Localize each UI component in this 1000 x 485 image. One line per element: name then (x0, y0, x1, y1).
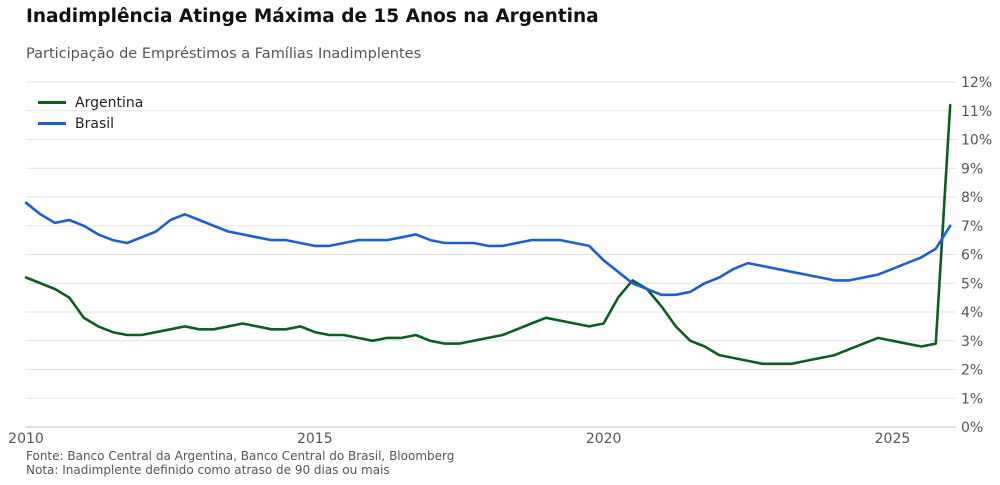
legend-label-brasil: Brasil (75, 115, 115, 132)
y-tick-label: 8% (961, 190, 983, 206)
y-tick-label: 10% (961, 133, 992, 149)
legend-item-brasil: Brasil (38, 113, 143, 134)
y-tick-label: 12% (961, 75, 992, 91)
series-lines (24, 103, 952, 366)
y-tick-label: 4% (961, 305, 983, 321)
y-tick-label: 3% (961, 334, 983, 350)
chart-subtitle: Participação de Empréstimos a Famílias I… (26, 46, 422, 62)
x-tick-label: 2010 (8, 431, 44, 447)
y-tick-label: 5% (961, 276, 983, 292)
source-note: Fonte: Banco Central da Argentina, Banco… (26, 449, 455, 463)
y-tick-label: 9% (961, 161, 983, 177)
legend-item-argentina: Argentina (38, 92, 143, 113)
x-tick-label: 2020 (586, 431, 622, 447)
legend-label-argentina: Argentina (75, 94, 144, 111)
series-line-argentina (24, 103, 952, 366)
x-tick-label: 2025 (875, 431, 911, 447)
y-tick-label: 11% (961, 104, 992, 120)
footer-notes: Fonte: Banco Central da Argentina, Banco… (26, 449, 454, 477)
axis-labels: 0% 1% 2% 3% 4% 5% 6% 7% 8% 9% 10% 11% 12% 2010 2015 202… (8, 75, 992, 447)
grid-lines (26, 81, 956, 428)
y-tick-label: 1% (961, 391, 983, 407)
y-tick-label: 0% (961, 420, 983, 436)
y-tick-label: 6% (961, 248, 983, 264)
y-tick-label: 2% (961, 363, 983, 379)
legend: Argentina Brasil (38, 92, 143, 134)
definition-note: Nota: Inadimplente definido como atraso … (26, 463, 390, 477)
legend-swatch-brasil (38, 122, 66, 125)
legend-swatch-argentina (38, 101, 66, 104)
chart-title: Inadimplência Atinge Máxima de 15 Anos n… (26, 6, 599, 27)
y-tick-label: 7% (961, 219, 983, 235)
series-line-brasil (24, 201, 952, 297)
x-tick-label: 2015 (297, 431, 333, 447)
